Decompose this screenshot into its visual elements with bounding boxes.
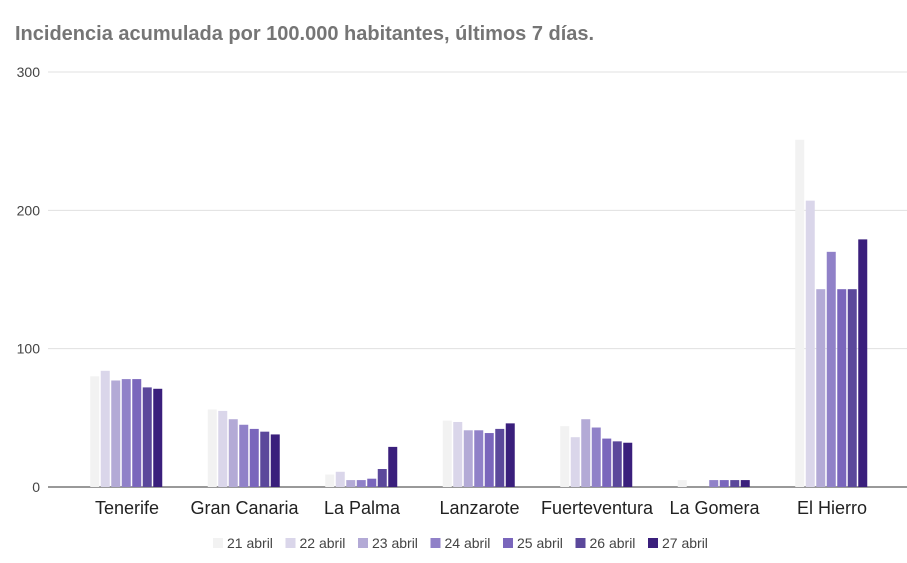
- bar: [623, 442, 633, 487]
- bar: [740, 480, 750, 487]
- bar: [495, 428, 505, 487]
- bar: [570, 437, 580, 487]
- bar: [805, 200, 815, 487]
- bar: [356, 480, 366, 487]
- bar: [442, 420, 452, 487]
- y-tick-label: 100: [17, 341, 41, 357]
- bar: [474, 430, 484, 487]
- y-tick-label: 0: [32, 479, 40, 495]
- x-tick-label: Fuerteventura: [541, 498, 654, 518]
- bar: [335, 471, 345, 487]
- bar: [153, 388, 163, 487]
- y-tick-label: 200: [17, 202, 41, 218]
- x-tick-label: El Hierro: [797, 498, 867, 518]
- bar: [453, 421, 463, 487]
- x-tick-label: Lanzarote: [439, 498, 519, 518]
- bar: [132, 379, 142, 487]
- x-tick-label: La Gomera: [669, 498, 760, 518]
- x-tick-label: Tenerife: [95, 498, 159, 518]
- bars-layer: [90, 139, 868, 488]
- legend-swatch: [503, 538, 513, 548]
- x-tick-label: Gran Canaria: [190, 498, 299, 518]
- bar: [581, 419, 591, 487]
- bar: [377, 469, 387, 487]
- bar: [560, 426, 570, 487]
- bar: [142, 387, 152, 487]
- legend: 21 abril 22 abril 23 abril 24 abril 25 abril…: [213, 535, 708, 551]
- bar: [346, 480, 356, 487]
- bar: [612, 441, 622, 487]
- y-tick-label: 300: [17, 64, 41, 80]
- bar: [826, 251, 836, 487]
- bar: [90, 376, 100, 487]
- bar: [270, 434, 280, 487]
- legend-swatch: [430, 538, 441, 548]
- bar: [207, 409, 217, 487]
- bar: [719, 480, 729, 487]
- bar: [591, 427, 601, 487]
- legend-label: 25 abril: [517, 535, 563, 551]
- bar: [260, 431, 270, 487]
- bar: [228, 419, 238, 487]
- bar: [847, 289, 857, 487]
- legend-swatch: [285, 538, 296, 548]
- bar: [218, 410, 228, 487]
- bar: [388, 446, 398, 487]
- bar: [239, 424, 249, 487]
- bar: [505, 423, 515, 487]
- bar: [816, 289, 826, 487]
- legend-label: 21 abril: [227, 535, 273, 551]
- bar: [463, 430, 473, 487]
- bar: [837, 289, 847, 487]
- legend-swatch: [575, 538, 586, 548]
- bar: [100, 370, 110, 487]
- x-axis-labels: Tenerife Gran Canaria La Palma Lanzarote Fue…: [95, 498, 867, 518]
- bar: [325, 474, 335, 487]
- bar: [111, 380, 121, 487]
- bar: [602, 438, 612, 487]
- legend-swatch: [358, 538, 368, 548]
- legend-label: 27 abril: [662, 535, 708, 551]
- bar: [367, 478, 377, 487]
- legend-label: 24 abril: [445, 535, 491, 551]
- x-tick-label: La Palma: [324, 498, 401, 518]
- bar: [677, 480, 687, 487]
- legend-label: 23 abril: [372, 535, 418, 551]
- legend-swatch: [213, 538, 223, 548]
- legend-swatch: [648, 538, 658, 548]
- bar: [484, 433, 494, 487]
- chart-title: Incidencia acumulada por 100.000 habitan…: [15, 23, 594, 45]
- bar: [121, 379, 131, 487]
- bar: [249, 428, 259, 487]
- bar: [795, 139, 805, 488]
- bar: [730, 480, 740, 487]
- legend-label: 22 abril: [300, 535, 346, 551]
- bar: [709, 480, 719, 487]
- bar: [858, 239, 868, 487]
- legend-label: 26 abril: [590, 535, 636, 551]
